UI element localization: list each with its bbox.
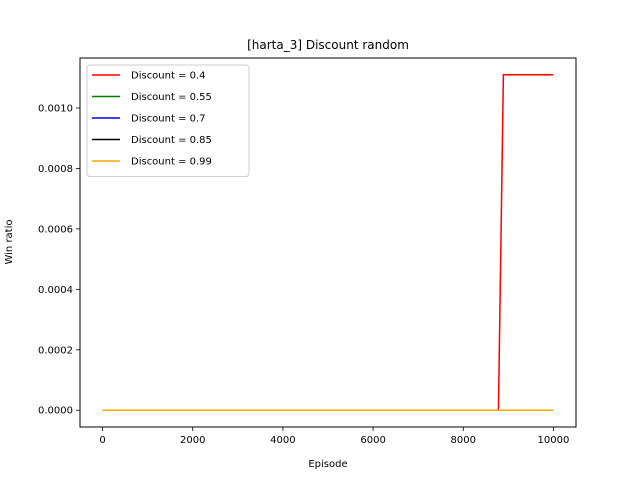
legend-entry: Discount = 0.55	[131, 92, 212, 103]
y-tick-label: 0.0006	[38, 224, 73, 235]
y-axis: 0.0000 0.0002 0.0004 0.0006 0.0008 0.0010	[38, 104, 80, 417]
legend-box	[86, 64, 250, 177]
legend-entry: Discount = 0.4	[131, 71, 206, 82]
y-tick-label: 0.0004	[38, 285, 73, 296]
x-tick-label: 10000	[538, 435, 570, 446]
y-tick-label: 0.0008	[38, 164, 73, 175]
x-axis-label: Episode	[308, 459, 347, 470]
x-tick-label: 0	[99, 435, 105, 446]
y-tick-label: 0.0000	[38, 406, 73, 417]
x-tick-label: 8000	[451, 435, 476, 446]
series-layer	[102, 74, 554, 411]
x-tick-label: 4000	[270, 435, 295, 446]
plot-frame	[79, 57, 577, 428]
y-tick-label: 0.0002	[38, 345, 73, 356]
legend-entry: Discount = 0.99	[131, 157, 212, 168]
x-tick-label: 2000	[180, 435, 205, 446]
legend: Discount = 0.4 Discount = 0.55 Discount = …	[86, 64, 250, 177]
legend-entry: Discount = 0.7	[131, 114, 206, 125]
x-tick-label: 6000	[360, 435, 385, 446]
chart-title: [harta_3] Discount random	[247, 38, 409, 52]
x-axis: 0 2000 4000 6000 8000 10000	[99, 427, 569, 446]
y-tick-label: 0.0010	[38, 104, 73, 115]
legend-entry: Discount = 0.85	[131, 135, 212, 146]
y-axis-label: Win ratio	[4, 219, 15, 264]
